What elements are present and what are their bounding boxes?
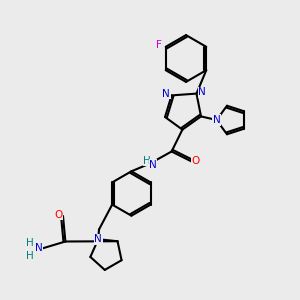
- Text: N: N: [198, 87, 206, 97]
- Text: F: F: [156, 40, 162, 50]
- Text: N: N: [35, 243, 43, 253]
- Text: H: H: [26, 251, 34, 261]
- Text: H: H: [26, 238, 34, 248]
- Text: N: N: [94, 234, 102, 244]
- Text: H: H: [143, 155, 151, 166]
- Text: O: O: [54, 209, 63, 220]
- Text: N: N: [149, 160, 157, 170]
- Text: N: N: [162, 89, 170, 99]
- Text: N: N: [213, 115, 220, 125]
- Text: O: O: [191, 156, 200, 167]
